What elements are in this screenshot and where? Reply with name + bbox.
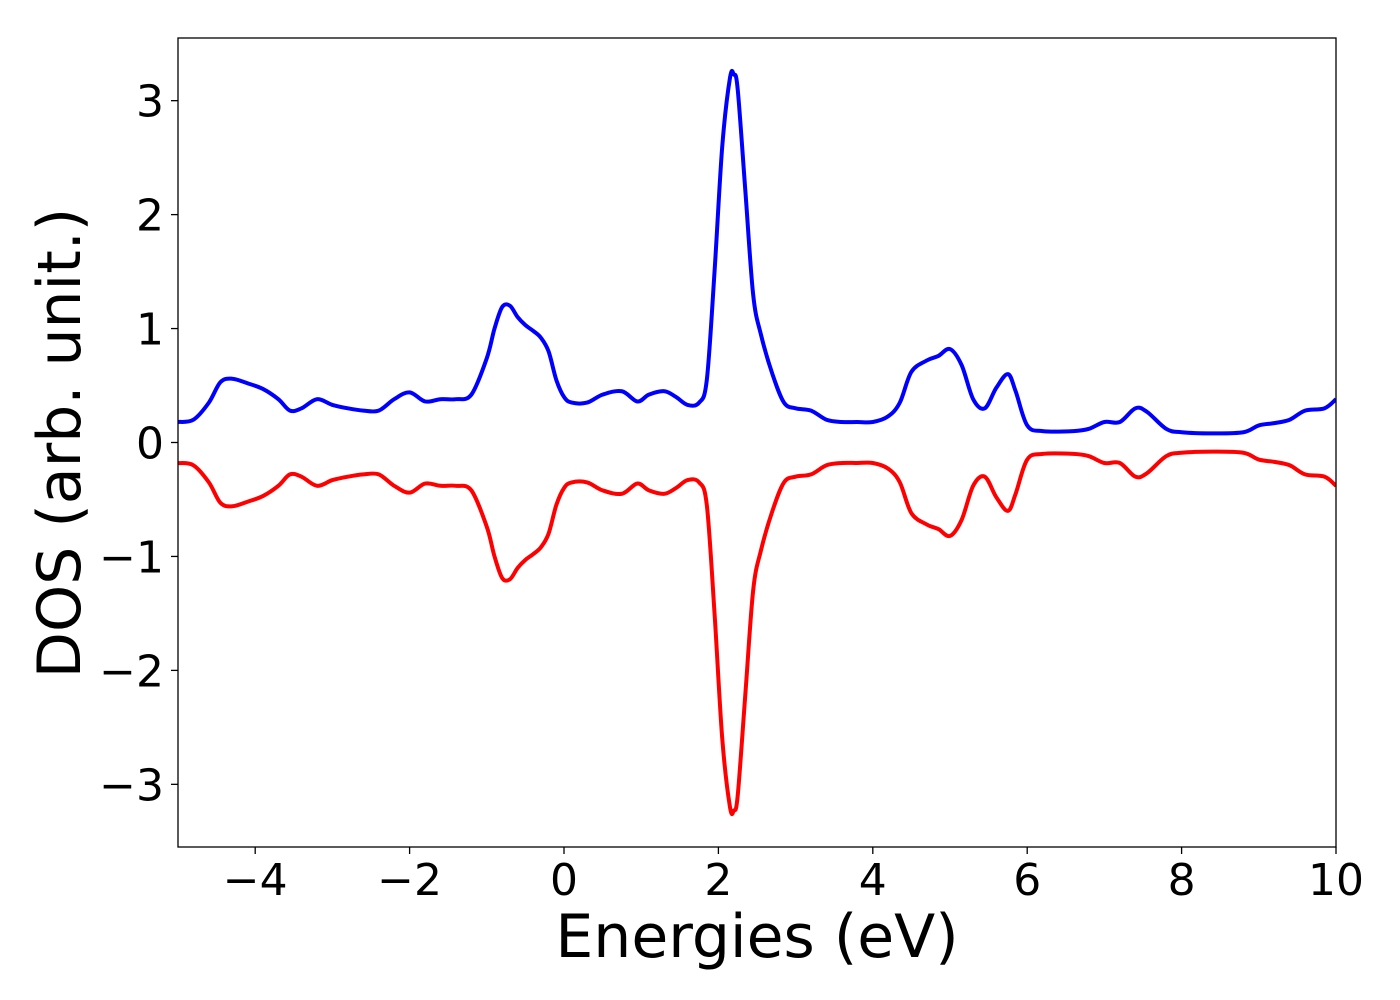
x-tick-label: 8 [1168, 855, 1196, 906]
x-tick-label: 6 [1013, 855, 1041, 906]
y-axis: −3 −2 −1 0 1 2 3 [99, 77, 178, 811]
series-layer [178, 68, 1336, 817]
y-tick-label: 0 [136, 419, 164, 470]
y-tick-label: −2 [99, 646, 164, 697]
y-tick-label: 3 [136, 77, 164, 128]
series-line-1 [178, 68, 1336, 436]
y-tick-label: −3 [99, 760, 164, 811]
plot-frame [177, 37, 1337, 848]
x-axis: −4 −2 0 2 4 6 8 10 [223, 847, 1364, 906]
x-tick-label: 4 [859, 855, 887, 906]
x-tick-label: −2 [377, 855, 442, 906]
x-axis-title: Energies (eV) [555, 902, 958, 972]
x-tick-label: 10 [1308, 855, 1364, 906]
series-line-2 [178, 449, 1336, 817]
x-tick-label: 2 [704, 855, 732, 906]
y-tick-label: 1 [136, 305, 164, 356]
y-tick-label: −1 [99, 532, 164, 583]
x-tick-label: −4 [223, 855, 288, 906]
y-tick-label: 2 [136, 191, 164, 242]
x-tick-label: 0 [550, 855, 578, 906]
y-axis-title: DOS (arb. unit.) [25, 208, 95, 678]
